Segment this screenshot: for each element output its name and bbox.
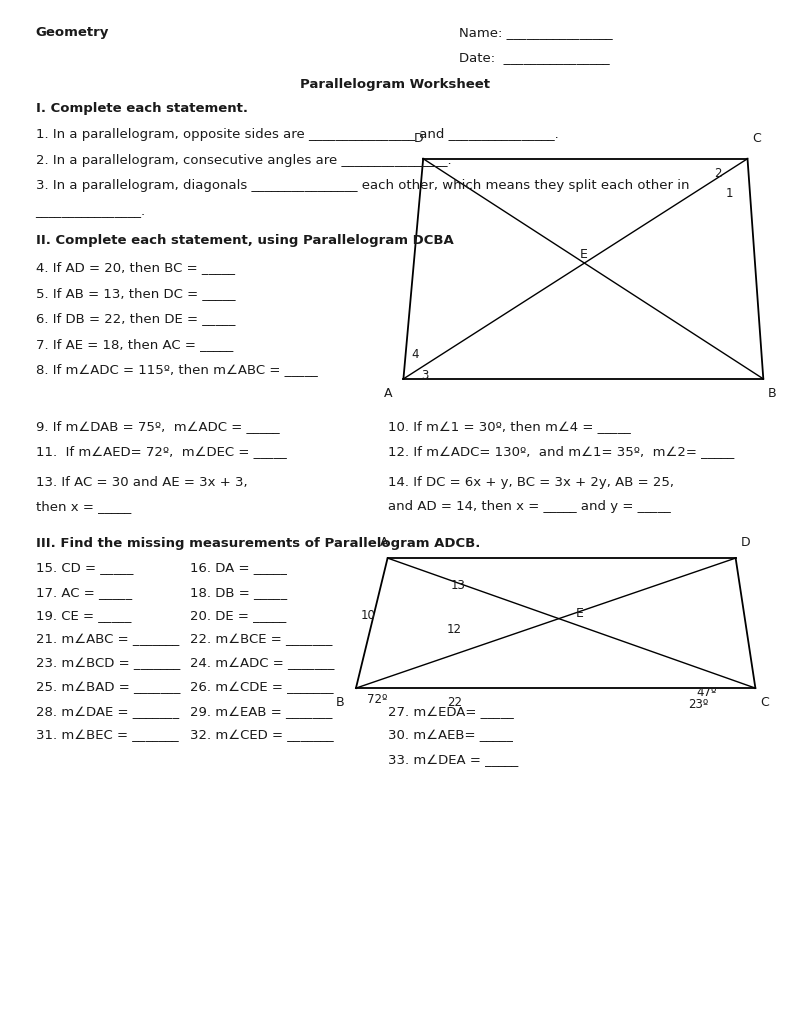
Text: D: D [740,536,750,549]
Text: 10. If m∠1 = 30º, then m∠4 = _____: 10. If m∠1 = 30º, then m∠4 = _____ [388,420,630,433]
Text: 16. DA = _____: 16. DA = _____ [190,561,286,574]
Text: E: E [581,248,588,261]
Text: 31. m∠BEC = _______: 31. m∠BEC = _______ [36,729,178,742]
Text: 22: 22 [447,696,462,710]
Text: I. Complete each statement.: I. Complete each statement. [36,102,248,116]
Text: 29. m∠EAB = _______: 29. m∠EAB = _______ [190,706,332,719]
Text: C: C [760,696,769,710]
Text: 14. If DC = 6x + y, BC = 3x + 2y, AB = 25,: 14. If DC = 6x + y, BC = 3x + 2y, AB = 2… [388,476,674,489]
Text: 23. m∠BCD = _______: 23. m∠BCD = _______ [36,657,180,671]
Text: 19. CE = _____: 19. CE = _____ [36,609,131,623]
Text: 17. AC = _____: 17. AC = _____ [36,586,132,599]
Text: 8. If m∠ADC = 115º, then m∠ABC = _____: 8. If m∠ADC = 115º, then m∠ABC = _____ [36,364,317,377]
Text: 4: 4 [411,348,418,361]
Text: 10: 10 [361,609,376,623]
Text: 12: 12 [447,623,462,636]
Text: 11.  If m∠AED= 72º,  m∠DEC = _____: 11. If m∠AED= 72º, m∠DEC = _____ [36,445,286,459]
Text: B: B [768,387,777,400]
Text: 1: 1 [725,187,732,201]
Text: Geometry: Geometry [36,26,109,39]
Text: 25. m∠BAD = _______: 25. m∠BAD = _______ [36,681,180,694]
Text: 21. m∠ABC = _______: 21. m∠ABC = _______ [36,633,179,646]
Text: ________________.: ________________. [36,205,146,218]
Text: 18. DB = _____: 18. DB = _____ [190,586,287,599]
Text: II. Complete each statement, using Parallelogram DCBA: II. Complete each statement, using Paral… [36,234,453,248]
Text: 23º: 23º [688,698,709,712]
Text: 20. DE = _____: 20. DE = _____ [190,609,286,623]
Text: 7. If AE = 18, then AC = _____: 7. If AE = 18, then AC = _____ [36,338,233,351]
Text: 27. m∠EDA= _____: 27. m∠EDA= _____ [388,706,513,719]
Text: 4. If AD = 20, then BC = _____: 4. If AD = 20, then BC = _____ [36,261,235,274]
Text: 2: 2 [714,167,721,180]
Text: B: B [336,696,345,710]
Text: C: C [752,132,761,145]
Text: A: A [384,387,392,400]
Text: 12. If m∠ADC= 130º,  and m∠1= 35º,  m∠2= _____: 12. If m∠ADC= 130º, and m∠1= 35º, m∠2= _… [388,445,734,459]
Text: A: A [380,536,388,549]
Text: 6. If DB = 22, then DE = _____: 6. If DB = 22, then DE = _____ [36,312,235,326]
Text: 47º: 47º [696,686,717,699]
Text: 72º: 72º [367,693,388,707]
Text: 33. m∠DEA = _____: 33. m∠DEA = _____ [388,754,518,767]
Text: 22. m∠BCE = _______: 22. m∠BCE = _______ [190,633,332,646]
Text: Date:  ________________: Date: ________________ [459,51,609,65]
Text: 5. If AB = 13, then DC = _____: 5. If AB = 13, then DC = _____ [36,287,235,300]
Text: 13. If AC = 30 and AE = 3x + 3,: 13. If AC = 30 and AE = 3x + 3, [36,476,248,489]
Text: 30. m∠AEB= _____: 30. m∠AEB= _____ [388,729,513,742]
Text: E: E [576,606,584,620]
Text: 32. m∠CED = _______: 32. m∠CED = _______ [190,729,334,742]
Text: 9. If m∠DAB = 75º,  m∠ADC = _____: 9. If m∠DAB = 75º, m∠ADC = _____ [36,420,279,433]
Text: 2. In a parallelogram, consecutive angles are ________________.: 2. In a parallelogram, consecutive angle… [36,154,451,167]
Text: 1. In a parallelogram, opposite sides are ________________ and ________________.: 1. In a parallelogram, opposite sides ar… [36,128,558,141]
Text: and AD = 14, then x = _____ and y = _____: and AD = 14, then x = _____ and y = ____… [388,500,670,513]
Text: D: D [414,132,423,145]
Text: 3: 3 [421,369,428,382]
Text: 15. CD = _____: 15. CD = _____ [36,561,133,574]
Text: III. Find the missing measurements of Parallelogram ADCB.: III. Find the missing measurements of Pa… [36,537,480,550]
Text: 28. m∠DAE = _______: 28. m∠DAE = _______ [36,706,179,719]
Text: Parallelogram Worksheet: Parallelogram Worksheet [301,78,490,91]
Text: 13: 13 [451,579,466,592]
Text: 26. m∠CDE = _______: 26. m∠CDE = _______ [190,681,333,694]
Text: 3. In a parallelogram, diagonals ________________ each other, which means they s: 3. In a parallelogram, diagonals _______… [36,179,689,193]
Text: then x = _____: then x = _____ [36,500,131,513]
Text: Name: ________________: Name: ________________ [459,26,612,39]
Text: 24. m∠ADC = _______: 24. m∠ADC = _______ [190,657,335,671]
